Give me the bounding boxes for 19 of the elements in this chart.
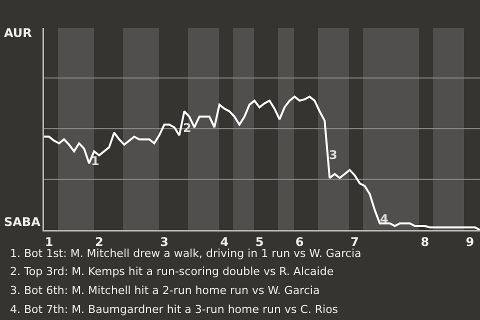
x-tick-label: 4 xyxy=(220,234,229,249)
text: 4. Bot 7th: M. Baumgardner hit a 3-run home run vs C. Rios xyxy=(10,303,338,316)
text: SABA xyxy=(4,215,42,229)
text: 1. Bot 1st: M. Mitchell drew a walk, driving in 1 run vs W. Garcia xyxy=(10,247,362,260)
x-tick-label: 9 xyxy=(466,234,474,249)
annotation: 1 xyxy=(91,154,100,168)
text: AUR xyxy=(4,26,32,40)
x-tick-label: 1 xyxy=(44,234,54,249)
text: 2. Top 3rd: M. Kemps hit a run-scoring double vs R. Alcaide xyxy=(10,265,334,278)
x-tick-label: 8 xyxy=(420,234,430,249)
x-tick-label: 7 xyxy=(350,234,359,249)
annotation: 2 xyxy=(183,121,192,135)
annotation: 3 xyxy=(329,148,338,162)
x-tick-label: 6 xyxy=(295,234,304,249)
text: 3. Bot 6th: M. Mitchell hit a 2-run home run vs W. Garcia xyxy=(10,284,320,297)
annotation: 4 xyxy=(380,212,388,226)
x-tick-label: 3 xyxy=(160,234,168,249)
x-tick-label: 5 xyxy=(255,234,264,249)
x-tick-label: 2 xyxy=(94,234,104,249)
